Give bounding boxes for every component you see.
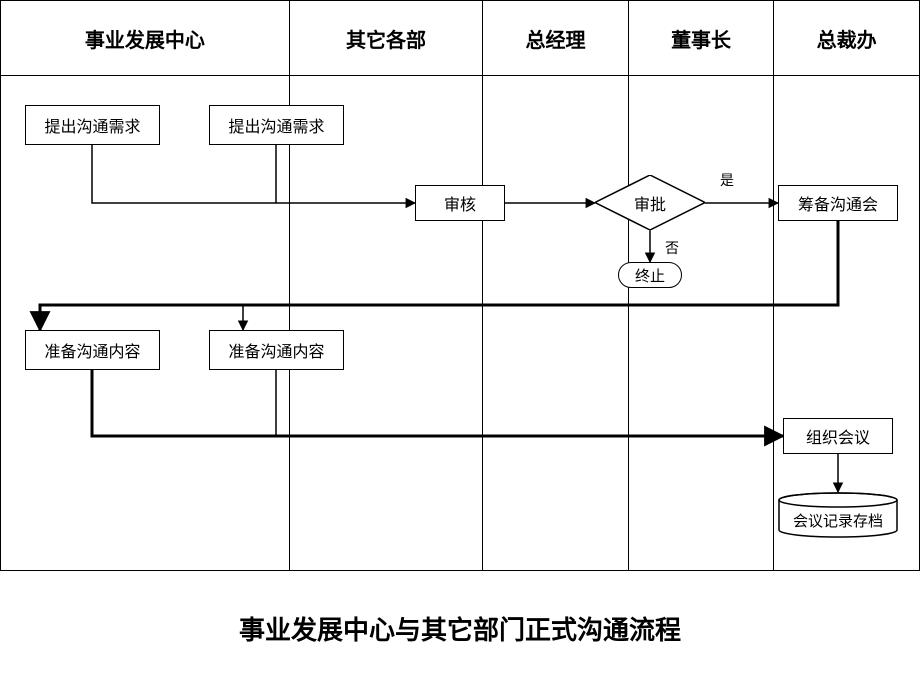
node-archive: 会议记录存档 xyxy=(778,492,898,538)
node-meeting: 组织会议 xyxy=(783,418,893,454)
diagram-caption: 事业发展中心与其它部门正式沟通流程 xyxy=(0,610,920,647)
node-req2: 提出沟通需求 xyxy=(209,105,344,145)
node-audit: 审核 xyxy=(415,185,505,221)
node-archive-label: 会议记录存档 xyxy=(778,502,898,538)
node-req1-label: 提出沟通需求 xyxy=(44,113,140,137)
node-approve-label: 审批 xyxy=(595,175,705,230)
node-prepc1: 准备沟通内容 xyxy=(25,330,160,370)
node-approve: 审批 xyxy=(595,175,705,230)
node-prepc2: 准备沟通内容 xyxy=(209,330,344,370)
node-req1: 提出沟通需求 xyxy=(25,105,160,145)
edge-label-no: 否 xyxy=(665,238,679,258)
node-end: 终止 xyxy=(618,262,682,288)
node-prep-label: 筹备沟通会 xyxy=(798,191,878,215)
node-end-label: 终止 xyxy=(635,265,665,286)
node-prepc2-label: 准备沟通内容 xyxy=(228,338,324,362)
edge-label-yes: 是 xyxy=(720,170,734,190)
node-meeting-label: 组织会议 xyxy=(806,424,870,448)
node-req2-label: 提出沟通需求 xyxy=(228,113,324,137)
node-prepc1-label: 准备沟通内容 xyxy=(44,338,140,362)
node-prep: 筹备沟通会 xyxy=(778,185,898,221)
node-audit-label: 审核 xyxy=(444,191,476,215)
